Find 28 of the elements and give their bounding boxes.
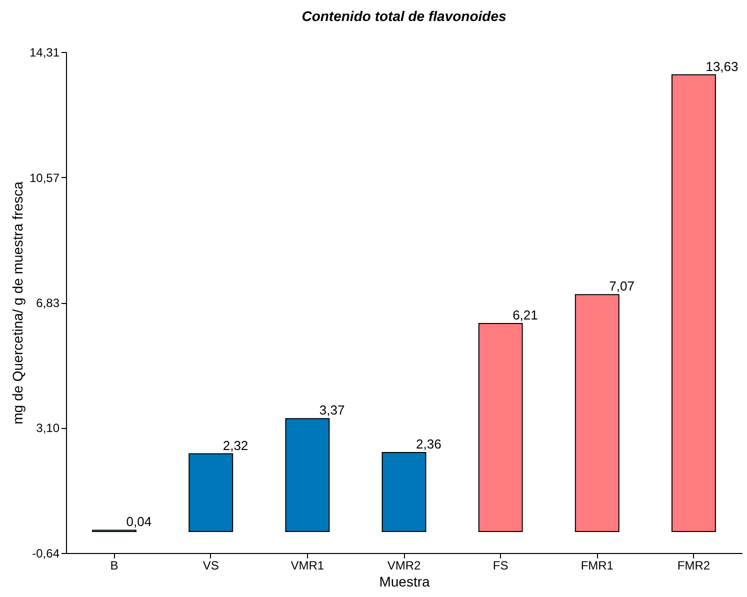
y-tick-label: -0,64: [32, 546, 60, 560]
bar: [574, 294, 620, 532]
bar: [285, 418, 330, 532]
data-label: 13,63: [706, 58, 738, 74]
chart-title: Contenido total de flavonoides: [302, 8, 506, 24]
y-tick-label: 3,10: [36, 421, 60, 436]
bar: [382, 452, 426, 532]
bar: [478, 322, 523, 532]
y-tick-label: 10,57: [29, 170, 60, 185]
y-axis-title: mg de Quercetina/ g de muestra fresca: [9, 181, 26, 424]
x-tick-label: VS: [202, 558, 219, 572]
data-label: 6,21: [512, 307, 538, 322]
x-tick-label: B: [110, 558, 118, 572]
x-tick-label: VMR2: [387, 558, 421, 572]
x-tick-label: FMR2: [677, 558, 710, 572]
x-tick-label: VMR1: [290, 558, 324, 572]
data-label: 3,37: [319, 402, 345, 418]
x-tick-label: FS: [492, 558, 508, 572]
data-label: 2,32: [222, 438, 248, 453]
y-tick-label: 6,83: [36, 296, 60, 310]
y-tick-label: 14,31: [29, 46, 60, 60]
data-label: 2,36: [416, 436, 442, 452]
data-label: 7,07: [609, 278, 634, 294]
bar: [671, 74, 716, 532]
x-tick-label: FMR1: [580, 558, 614, 572]
bar: [188, 453, 234, 532]
data-label: 0,04: [126, 514, 152, 530]
x-axis-title: Muestra: [379, 574, 430, 590]
